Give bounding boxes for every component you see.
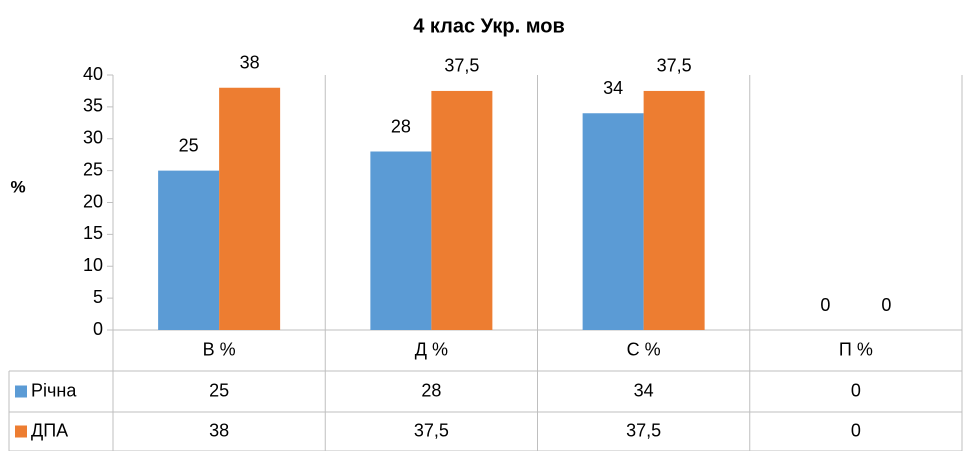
legend-swatch [15, 385, 27, 398]
table-cell: 25 [209, 380, 229, 400]
bar [370, 151, 432, 330]
y-tick-label: 5 [93, 287, 103, 307]
legend-label: ДПА [31, 420, 68, 440]
data-label: 37,5 [657, 56, 692, 76]
bar [431, 90, 493, 330]
table-cell: 38 [209, 420, 229, 440]
data-label: 37,5 [444, 56, 479, 76]
table-cell: 28 [421, 380, 441, 400]
table-cell: 0 [851, 420, 861, 440]
legend-label: Річна [31, 380, 77, 400]
y-tick-label: 40 [83, 64, 103, 84]
bar [643, 90, 705, 330]
bar [582, 113, 644, 330]
bar [158, 170, 220, 330]
data-label: 34 [603, 78, 623, 98]
y-tick-label: 30 [83, 128, 103, 148]
x-tick-label: Д % [415, 339, 448, 359]
table-cell: 37,5 [626, 420, 661, 440]
chart-title: 4 клас Укр. мов [413, 15, 565, 37]
data-label: 0 [881, 295, 891, 315]
table-cell: 37,5 [414, 420, 449, 440]
data-label: 0 [820, 295, 830, 315]
y-tick-label: 20 [83, 191, 103, 211]
y-tick-label: 35 [83, 96, 103, 116]
table-cell: 0 [851, 380, 861, 400]
table-cell: 34 [634, 380, 654, 400]
x-tick-label: П % [839, 339, 873, 359]
data-label: 38 [240, 53, 260, 73]
y-axis-label: % [10, 177, 25, 196]
data-label: 28 [391, 116, 411, 136]
x-tick-label: С % [627, 339, 661, 359]
y-tick-label: 15 [83, 223, 103, 243]
x-tick-label: В % [203, 339, 236, 359]
y-tick-label: 0 [93, 319, 103, 339]
legend-swatch [15, 425, 27, 438]
y-tick-label: 25 [83, 159, 103, 179]
y-tick-label: 10 [83, 255, 103, 275]
data-label: 25 [179, 135, 199, 155]
bar [219, 87, 281, 330]
